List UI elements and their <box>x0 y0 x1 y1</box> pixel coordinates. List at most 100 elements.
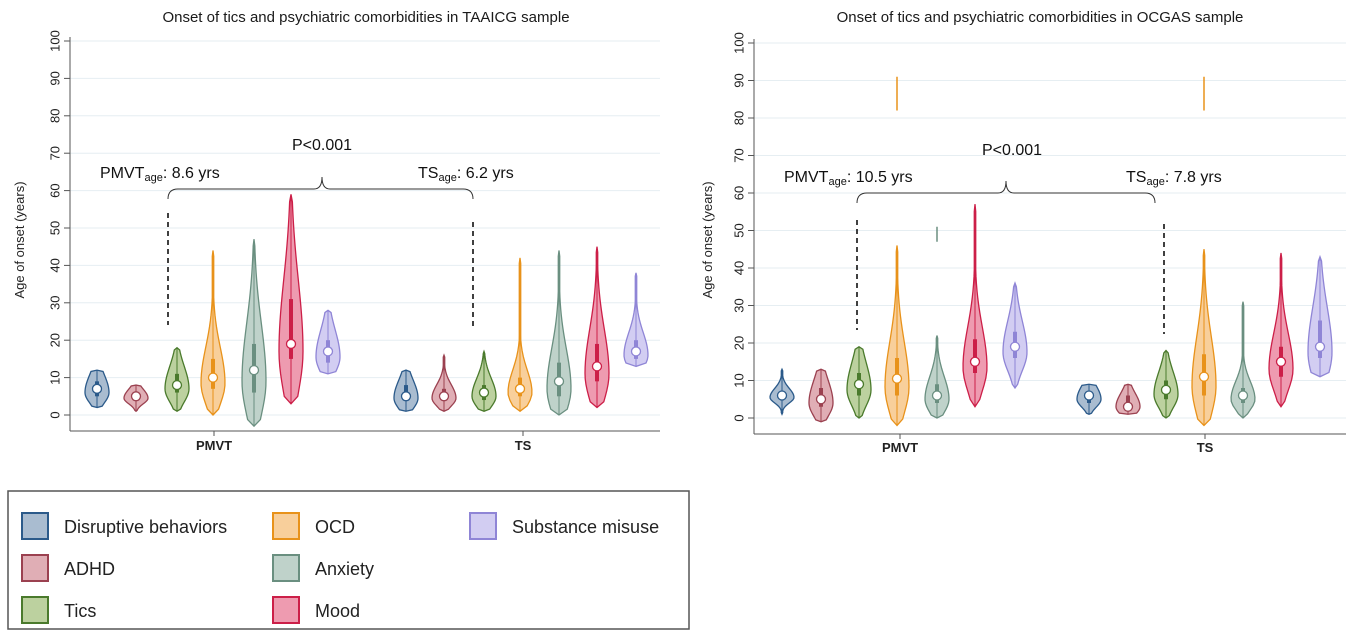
chart-2-category-pmvt: PMVT <box>882 440 918 455</box>
y-tick-label: 0 <box>731 414 746 421</box>
legend-swatch <box>21 596 49 624</box>
chart-1-category-pmvt: PMVT <box>196 438 232 453</box>
legend-swatch <box>21 512 49 540</box>
chart-1-title: Onset of tics and psychiatric comorbidit… <box>162 9 569 26</box>
legend-swatch <box>272 554 300 582</box>
y-tick-label: 40 <box>731 261 746 275</box>
violin-median <box>1314 341 1326 352</box>
y-tick-label: 50 <box>731 223 746 237</box>
violin-median <box>969 356 981 367</box>
legend-label: Mood <box>315 601 360 621</box>
legend-swatch <box>272 512 300 540</box>
legend-label: Anxiety <box>315 559 374 579</box>
chart-1-ylabel: Age of onset (years) <box>12 181 27 298</box>
y-tick-label: 20 <box>731 336 746 350</box>
violin-median <box>931 390 943 401</box>
violin-median <box>553 376 565 387</box>
y-tick-label: 80 <box>731 111 746 125</box>
y-tick-label: 60 <box>47 183 62 197</box>
chart-1-right-annotation: TSage: 6.2 yrs <box>418 165 514 184</box>
chart-1-left-rest: : 8.6 yrs <box>163 165 220 182</box>
chart-1-right-sub: age <box>438 172 456 184</box>
violin-median <box>478 387 490 398</box>
chart-2-plot-area: 0 10 20 30 40 50 60 70 80 90 100 <box>731 32 1346 439</box>
significance-bracket <box>167 176 474 200</box>
chart-2-right-main: TS <box>1126 169 1146 186</box>
chart-2-left-main: PMVT <box>784 169 829 186</box>
violin-median <box>400 391 412 402</box>
chart-1-left-main: PMVT <box>100 165 145 182</box>
legend-swatch <box>272 596 300 624</box>
y-tick-label: 50 <box>47 221 62 235</box>
violin-median <box>591 361 603 372</box>
chart-1-right-rest: : 6.2 yrs <box>457 165 514 182</box>
violin-median <box>248 364 260 376</box>
chart-2-title: Onset of tics and psychiatric comorbidit… <box>837 9 1244 26</box>
violin-iqr <box>973 339 977 373</box>
legend: Disruptive behaviors ADHD Tics OCD Anxiety Mo… <box>21 512 659 624</box>
y-tick-label: 40 <box>47 258 62 272</box>
violin-median <box>1237 390 1249 401</box>
significance-bracket <box>856 180 1156 204</box>
y-tick-label: 10 <box>731 373 746 387</box>
chart-2-p-value: P<0.001 <box>982 142 1042 159</box>
violin-median <box>130 391 142 402</box>
legend-swatch <box>21 554 49 582</box>
y-tick-label: 90 <box>731 73 746 87</box>
violin-median <box>322 346 334 357</box>
violin-median <box>853 379 865 390</box>
violin-median <box>171 379 183 391</box>
legend-label: OCD <box>315 517 355 537</box>
y-tick-label: 80 <box>47 109 62 123</box>
chart-2-left-annotation: PMVTage: 10.5 yrs <box>784 169 913 188</box>
legend-label: Substance misuse <box>512 517 659 537</box>
chart-2-right-sub: age <box>1146 176 1164 188</box>
violin-median <box>285 338 297 350</box>
chart-1-category-ts: TS <box>515 438 532 453</box>
legend-label: ADHD <box>64 559 115 579</box>
y-tick-label: 30 <box>731 298 746 312</box>
violin-median <box>1009 341 1021 352</box>
violin-iqr <box>1318 320 1322 358</box>
chart-1-left-annotation: PMVTage: 8.6 yrs <box>100 165 220 184</box>
violin-median <box>438 391 450 402</box>
legend-label: Tics <box>64 601 96 621</box>
violin-median <box>891 373 903 384</box>
chart-2-right-annotation: TSage: 7.8 yrs <box>1126 169 1222 188</box>
y-tick-label: 100 <box>47 30 62 52</box>
y-tick-label: 10 <box>47 370 62 384</box>
y-tick-label: 70 <box>47 146 62 160</box>
violin-median <box>1198 371 1210 382</box>
violin-median <box>514 383 526 394</box>
legend-swatch <box>469 512 497 540</box>
legend-label: Disruptive behaviors <box>64 517 227 537</box>
y-tick-label: 60 <box>731 186 746 200</box>
y-tick-label: 100 <box>731 32 746 54</box>
violin-median <box>1122 401 1134 412</box>
violin-median <box>1160 384 1172 396</box>
y-tick-label: 0 <box>47 411 62 418</box>
chart-2-right-rest: : 7.8 yrs <box>1165 169 1222 186</box>
violin-median <box>1083 390 1095 401</box>
chart-1-plot-area: 0 10 20 30 40 50 60 70 80 90 100 <box>47 30 660 436</box>
chart-2-ylabel: Age of onset (years) <box>700 181 715 298</box>
chart-1-right-main: TS <box>418 165 438 182</box>
y-tick-label: 70 <box>731 148 746 162</box>
violin-median <box>776 390 788 401</box>
violin-median <box>207 372 219 383</box>
y-tick-label: 90 <box>47 71 62 85</box>
violin-iqr <box>1126 395 1130 407</box>
violin-iqr <box>289 299 293 359</box>
chart-1-left-sub: age <box>144 172 162 184</box>
violin-median <box>815 394 827 405</box>
y-tick-label: 20 <box>47 333 62 347</box>
chart-1-p-value: P<0.001 <box>292 137 352 154</box>
violin-median <box>91 383 103 394</box>
legend-box <box>7 490 690 630</box>
chart-2-left-rest: : 10.5 yrs <box>847 169 913 186</box>
chart-2-category-ts: TS <box>1197 440 1214 455</box>
chart-2-left-sub: age <box>828 176 846 188</box>
violin-median <box>1275 356 1287 367</box>
